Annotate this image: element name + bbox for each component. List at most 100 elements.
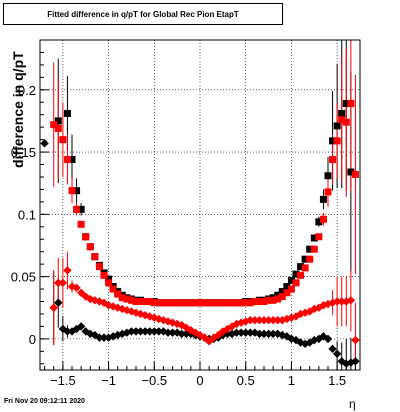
y-tick-label: 0.2 — [18, 83, 36, 98]
data-point — [255, 298, 263, 306]
data-point — [210, 299, 218, 307]
data-point — [301, 264, 309, 272]
data-point — [105, 279, 113, 287]
data-point — [109, 285, 117, 293]
data-point — [310, 245, 318, 253]
data-point — [127, 296, 135, 304]
data-point — [223, 299, 231, 307]
markers — [40, 100, 360, 368]
x-axis-label: η — [349, 397, 356, 411]
timestamp: Fri Nov 20 09:12:11 2020 — [4, 398, 85, 405]
data-point — [201, 299, 209, 307]
data-point — [250, 315, 260, 325]
data-point — [306, 245, 314, 253]
data-point — [114, 290, 122, 298]
data-point — [86, 294, 95, 304]
error-bars — [53, 40, 356, 370]
data-point — [269, 296, 277, 304]
data-point — [58, 278, 68, 288]
data-point — [164, 299, 172, 307]
data-point — [54, 278, 63, 288]
data-point — [105, 275, 113, 283]
data-point — [241, 328, 250, 337]
data-point — [246, 299, 254, 307]
data-point — [310, 234, 318, 242]
data-point — [145, 327, 154, 336]
data-point — [259, 315, 269, 325]
data-point — [168, 328, 177, 337]
data-point — [260, 298, 268, 306]
data-point — [351, 357, 360, 366]
chart-title: Fitted difference in q/pT for Global Rec… — [3, 3, 283, 25]
data-point — [228, 299, 236, 307]
data-point — [123, 295, 131, 303]
data-point — [187, 299, 195, 307]
data-point — [273, 315, 282, 325]
data-point — [54, 298, 63, 307]
data-point — [347, 168, 355, 176]
data-point — [319, 195, 327, 203]
data-point — [178, 299, 186, 307]
x-tick-label: −1.5 — [50, 373, 76, 388]
data-point — [351, 335, 360, 345]
x-tick-label: 0 — [196, 373, 203, 388]
y-axis-label: difference in q/pT — [10, 51, 26, 168]
data-point — [227, 322, 237, 331]
data-point — [104, 333, 113, 342]
x-tick-label: 0.5 — [237, 373, 255, 388]
data-point — [154, 327, 164, 336]
data-point — [214, 299, 222, 307]
data-point — [255, 315, 264, 325]
data-point — [338, 109, 346, 117]
data-point — [68, 156, 76, 164]
data-point — [150, 327, 159, 336]
data-point — [292, 279, 300, 287]
data-point — [315, 233, 323, 241]
data-point — [91, 253, 99, 261]
data-point — [169, 299, 177, 307]
data-point — [292, 270, 300, 278]
data-point — [337, 297, 346, 306]
data-point — [73, 187, 81, 195]
data-point — [54, 117, 62, 125]
data-point — [283, 283, 291, 291]
data-point — [287, 276, 295, 284]
data-point — [259, 329, 269, 339]
data-point — [342, 100, 350, 108]
axis-ticks: −1.5 −1 −0.5 0 0.5 1 1.5 0 0.05 0.1 0.15 0.2 — [11, 51, 356, 388]
data-point — [287, 285, 295, 293]
x-tick-label: 1 — [288, 373, 295, 388]
data-point — [99, 333, 109, 342]
data-point — [346, 296, 356, 305]
data-point — [154, 314, 164, 324]
data-point — [49, 303, 58, 312]
data-point — [50, 121, 58, 129]
data-point — [338, 116, 346, 124]
data-point — [324, 172, 332, 180]
data-point — [329, 137, 337, 145]
data-point — [100, 271, 108, 279]
data-point — [205, 299, 213, 307]
data-point — [86, 329, 95, 339]
x-tick-label: −1 — [101, 373, 116, 388]
data-point — [77, 205, 85, 213]
data-point — [251, 298, 259, 306]
y-tick-label: 0.05 — [11, 270, 36, 285]
data-point — [95, 263, 103, 271]
data-point — [141, 298, 149, 306]
y-tick-label: 0.15 — [11, 145, 36, 160]
data-point — [268, 329, 278, 339]
data-point — [297, 271, 305, 279]
data-point — [264, 329, 273, 339]
data-point — [76, 322, 86, 331]
data-point — [177, 329, 186, 339]
data-point — [306, 255, 314, 263]
data-point — [332, 349, 342, 359]
grid-layer — [40, 40, 360, 370]
data-point — [63, 327, 72, 336]
data-point — [297, 263, 305, 271]
data-point — [82, 233, 90, 241]
data-point — [131, 308, 141, 317]
data-point — [268, 315, 278, 325]
